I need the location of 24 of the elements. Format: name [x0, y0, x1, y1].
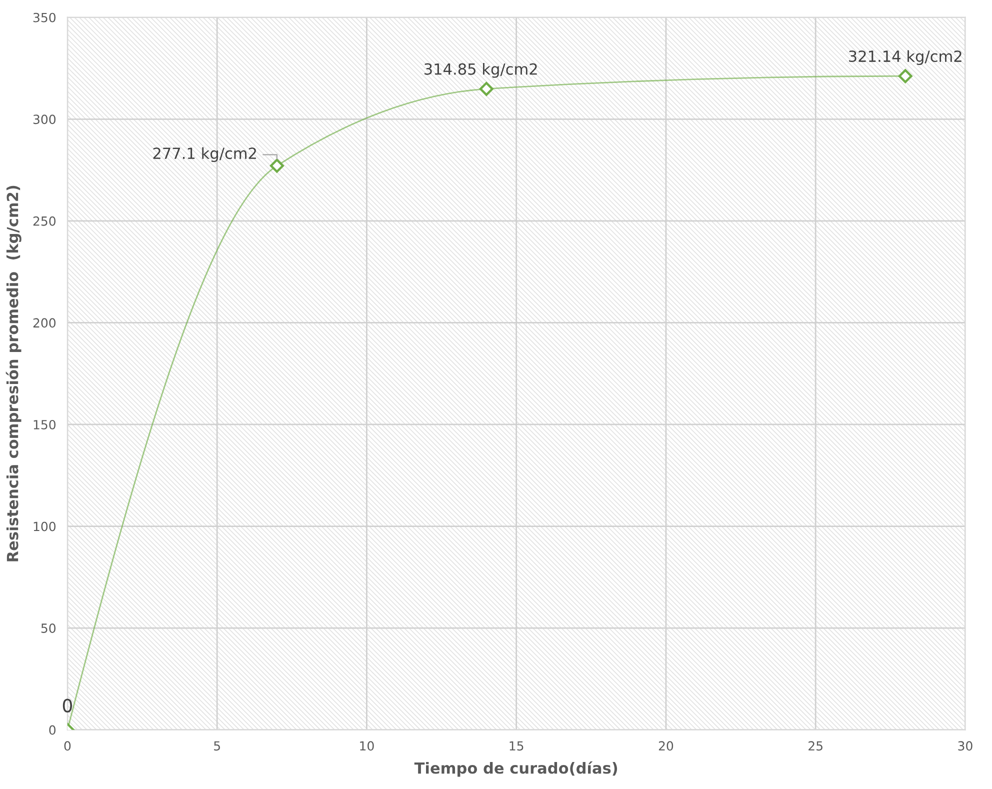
y-tick-label: 150 [34, 420, 56, 430]
x-tick-label: 10 [360, 741, 374, 751]
data-label: 321.14 kg/cm2 [849, 50, 962, 65]
y-tick-label: 0 [49, 725, 56, 735]
data-label: 277.1 kg/cm2 [153, 147, 256, 162]
y-tick-label: 300 [33, 114, 56, 124]
y-tick-label: 250 [33, 216, 56, 226]
point [479, 82, 494, 96]
point [898, 69, 912, 84]
y-tick-label: 50 [41, 624, 56, 633]
data-label: 314.85 kg/cm2 [424, 63, 537, 78]
x-tick-label: 20 [658, 741, 674, 751]
x-tick-label: 25 [808, 741, 822, 751]
y-tick-label: 100 [34, 522, 56, 532]
x-tick-label: 30 [958, 741, 972, 751]
y-tick-label: 200 [33, 318, 56, 328]
y-tick-label: 350 [33, 12, 56, 22]
point [270, 158, 284, 173]
data-label: 0 [62, 698, 72, 712]
x-tick-label: 15 [510, 741, 524, 751]
x-axis-title: Tiempo de curado(días) [414, 761, 618, 777]
x-tick-label: 5 [214, 741, 220, 751]
x-tick-label: 0 [64, 741, 71, 751]
y-axis-title: Resistencia compresión promedio (kg/cm2) [6, 186, 22, 562]
